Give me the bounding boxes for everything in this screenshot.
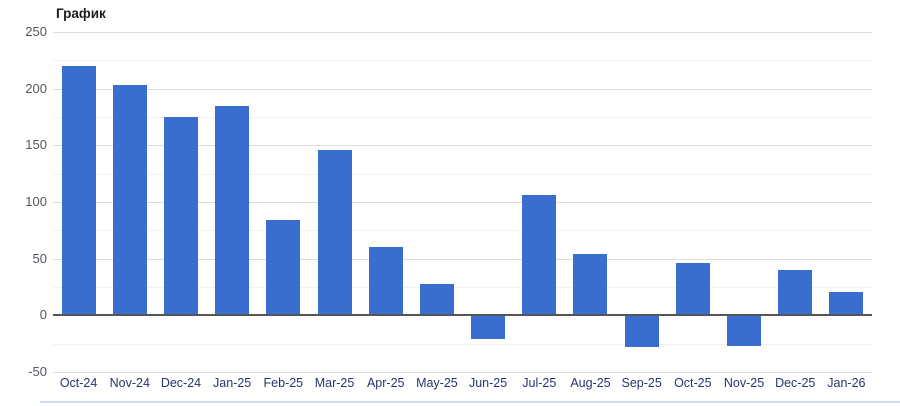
major-gridline	[53, 372, 872, 373]
x-axis-tick-label: Nov-24	[109, 376, 150, 390]
y-axis-tick-label: 50	[32, 250, 47, 266]
bar-jul-25[interactable]	[522, 195, 557, 316]
chart-title: График	[56, 6, 106, 21]
minor-gridline	[53, 230, 872, 232]
bar-aug-25[interactable]	[573, 254, 608, 316]
bar-oct-24[interactable]	[61, 66, 96, 316]
y-axis-tick-label: -50	[28, 364, 47, 379]
bar-dec-24[interactable]	[163, 117, 198, 316]
major-gridline	[53, 32, 872, 33]
x-axis-tick-label: Feb-25	[263, 376, 304, 390]
major-gridline	[53, 258, 872, 260]
x-axis-tick-label: Jan-25	[213, 376, 252, 390]
x-axis-tick-label: Dec-24	[160, 376, 202, 390]
x-axis-tick-label: Oct-24	[59, 376, 98, 390]
y-axis-tick-label: 100	[25, 194, 47, 209]
bar-apr-25[interactable]	[368, 247, 403, 316]
bottom-accent-line	[40, 401, 900, 403]
y-axis-tick-label: 150	[25, 137, 47, 153]
x-axis-tick-label: Jun-25	[468, 376, 508, 390]
bar-dec-25[interactable]	[778, 270, 813, 316]
bar-mar-25[interactable]	[317, 149, 352, 316]
x-axis-tick-label: Aug-25	[570, 376, 611, 390]
bar-jan-25[interactable]	[215, 105, 250, 316]
minor-gridline	[53, 287, 872, 288]
minor-gridline	[53, 117, 872, 118]
y-axis-tick-label: 250	[25, 24, 47, 39]
x-axis-tick-label: Nov-25	[723, 376, 765, 390]
minor-gridline	[53, 173, 872, 175]
x-axis-tick-label: Apr-25	[366, 376, 405, 390]
minor-gridline	[53, 60, 872, 62]
bar-feb-25[interactable]	[266, 220, 301, 316]
major-gridline	[53, 145, 872, 147]
bar-oct-25[interactable]	[675, 263, 710, 316]
x-axis-tick-label: May-25	[416, 376, 458, 390]
x-axis-tick-label: Oct-25	[674, 376, 712, 390]
y-axis-tick-label: 0	[39, 307, 47, 323]
major-gridline	[53, 202, 872, 203]
bar-sep-25[interactable]	[624, 315, 659, 348]
bar-nov-24[interactable]	[112, 85, 147, 316]
x-axis-tick-label: Jul-25	[522, 376, 557, 390]
y-axis-tick-label: 200	[25, 80, 47, 96]
x-axis-tick-label: Dec-25	[775, 376, 816, 390]
x-axis-tick-label: Sep-25	[621, 376, 662, 390]
x-axis-zero-line	[53, 314, 872, 317]
bar-jun-25[interactable]	[471, 315, 506, 340]
bar-nov-25[interactable]	[727, 315, 762, 346]
bar-jan-26[interactable]	[829, 291, 864, 316]
x-axis-tick-label: Mar-25	[314, 376, 355, 390]
bar-may-25[interactable]	[419, 283, 454, 316]
major-gridline	[53, 88, 872, 90]
x-axis-tick-label: Jan-26	[827, 376, 866, 390]
minor-gridline	[53, 343, 872, 345]
